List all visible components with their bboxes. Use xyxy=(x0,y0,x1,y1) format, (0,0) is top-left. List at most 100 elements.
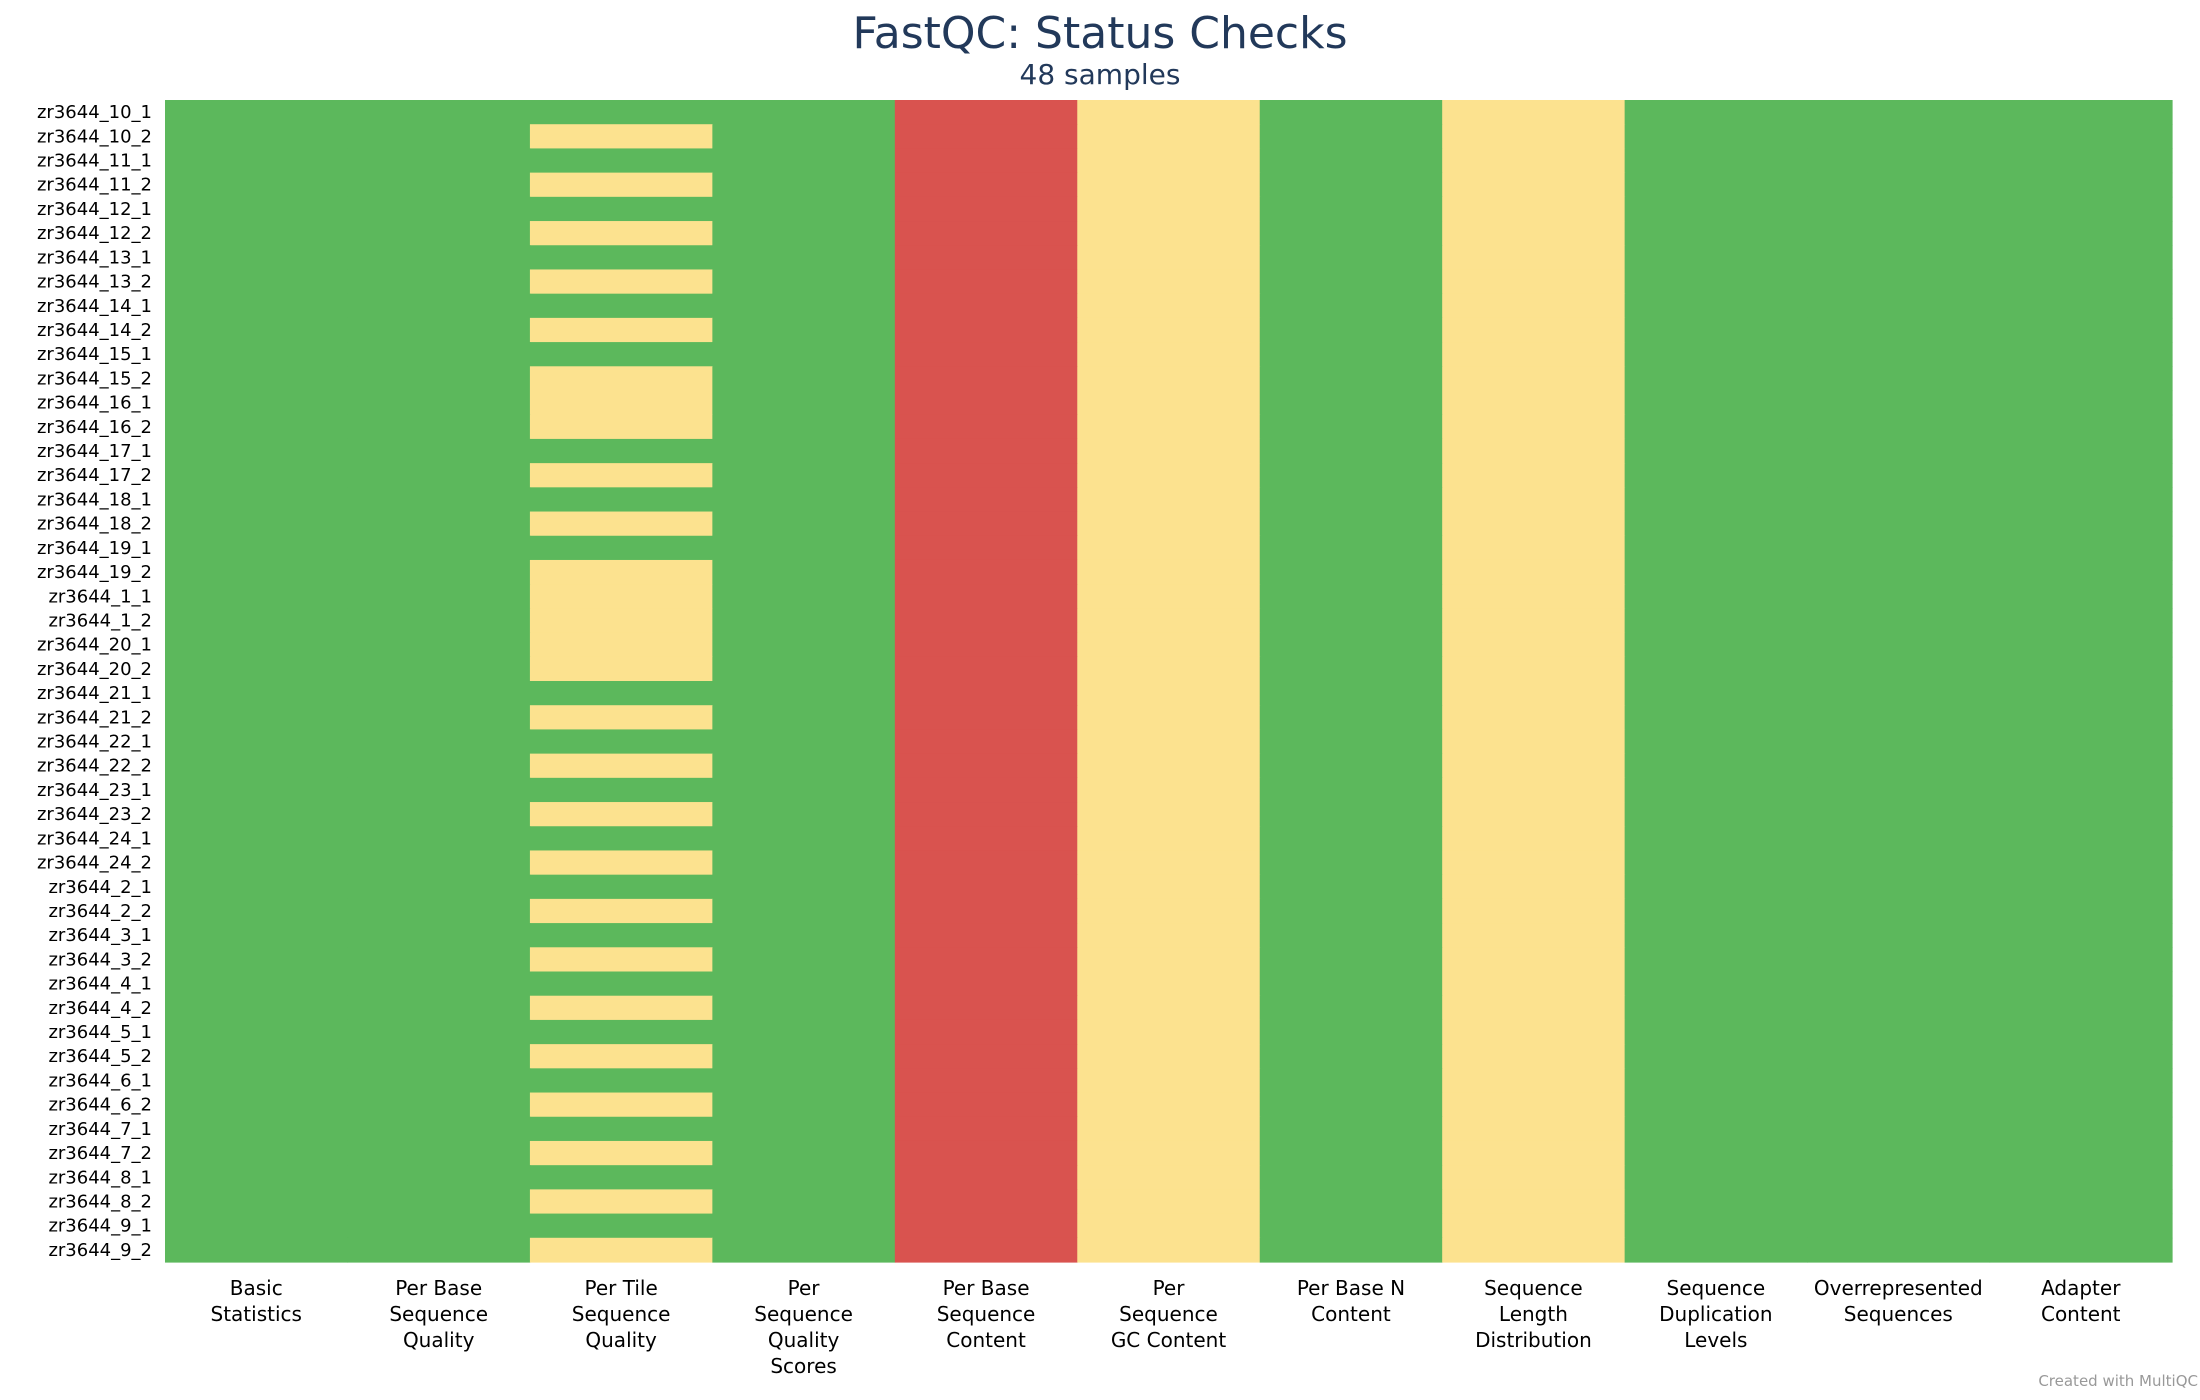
sample-label: zr3644_19_1 xyxy=(37,538,152,559)
heatmap-cell xyxy=(1442,317,1626,343)
heatmap-cell xyxy=(1807,995,1991,1021)
heatmap-cell xyxy=(1989,971,2173,997)
heatmap-cell xyxy=(529,1140,713,1166)
heatmap-cell xyxy=(1259,584,1443,609)
heatmap-cell xyxy=(529,148,713,174)
heatmap-cell xyxy=(712,947,896,973)
heatmap-cell xyxy=(1259,995,1443,1021)
sample-label: zr3644_8_2 xyxy=(48,1191,152,1212)
heatmap-cell xyxy=(1077,245,1261,271)
heatmap-cell xyxy=(1442,366,1626,392)
heatmap-cell xyxy=(1077,1044,1261,1069)
heatmap-cell xyxy=(529,1165,713,1190)
heatmap-cell xyxy=(529,923,713,948)
heatmap-cell xyxy=(529,850,713,876)
heatmap-cell xyxy=(1624,826,1808,852)
heatmap-cell xyxy=(1624,1068,1808,1094)
heatmap-cell xyxy=(1077,293,1261,319)
heatmap-cell xyxy=(529,1116,713,1142)
heatmap-cell xyxy=(1989,584,2173,609)
heatmap-cell xyxy=(712,100,896,125)
heatmap-cell xyxy=(1259,487,1443,513)
heatmap-cell xyxy=(1624,463,1808,488)
heatmap-cell xyxy=(165,511,349,537)
heatmap-cell xyxy=(1624,172,1808,198)
heatmap-cell xyxy=(1442,705,1626,731)
heatmap-cell xyxy=(894,196,1078,222)
heatmap-cell xyxy=(1807,584,1991,609)
sample-label: zr3644_5_2 xyxy=(48,1046,152,1067)
heatmap-cell xyxy=(712,438,896,464)
heatmap-cell xyxy=(1807,681,1991,706)
heatmap-cell xyxy=(1624,269,1808,295)
heatmap-cell xyxy=(529,971,713,997)
heatmap-cell xyxy=(1077,317,1261,343)
heatmap-cell xyxy=(894,681,1078,706)
heatmap-cell xyxy=(1259,366,1443,392)
heatmap-cell xyxy=(529,1189,713,1215)
heatmap-cell xyxy=(1442,487,1626,513)
heatmap-cell xyxy=(1077,826,1261,852)
heatmap-cell xyxy=(165,656,349,682)
sample-label: zr3644_11_2 xyxy=(37,175,152,196)
heatmap-cell xyxy=(894,535,1078,561)
heatmap-cell xyxy=(1442,850,1626,876)
heatmap-cell xyxy=(1989,1140,2173,1166)
heatmap-cell xyxy=(347,1213,531,1239)
sample-label: zr3644_24_2 xyxy=(37,853,152,874)
heatmap-cell xyxy=(1259,172,1443,198)
heatmap-cell xyxy=(1989,656,2173,682)
heatmap-cell xyxy=(165,705,349,731)
sample-label: zr3644_15_1 xyxy=(37,344,152,365)
heatmap-cell xyxy=(1807,221,1991,246)
sample-label: zr3644_2_2 xyxy=(48,901,152,922)
heatmap-cell xyxy=(894,221,1078,246)
heatmap-cell xyxy=(894,438,1078,464)
heatmap-cell xyxy=(1259,124,1443,150)
heatmap-cell xyxy=(1624,802,1808,827)
heatmap-cell xyxy=(165,1068,349,1094)
heatmap-cell xyxy=(347,971,531,997)
heatmap-cell xyxy=(165,898,349,924)
heatmap-cell xyxy=(1077,438,1261,464)
heatmap-cell xyxy=(1624,438,1808,464)
heatmap-cell xyxy=(529,1092,713,1118)
heatmap-cell xyxy=(1624,1044,1808,1069)
heatmap-cell xyxy=(1624,511,1808,537)
heatmap-cell xyxy=(712,342,896,367)
heatmap-cell xyxy=(347,511,531,537)
heatmap-cell xyxy=(165,584,349,609)
sample-label: zr3644_8_1 xyxy=(48,1167,152,1188)
heatmap-cell xyxy=(347,1044,531,1069)
heatmap-cell xyxy=(1259,221,1443,246)
heatmap-cell xyxy=(165,148,349,174)
heatmap-cell xyxy=(712,1116,896,1142)
heatmap-cell xyxy=(1442,971,1626,997)
heatmap-cell xyxy=(1989,826,2173,852)
heatmap-cell xyxy=(1077,608,1261,634)
column-label: Overrepresented Sequences xyxy=(1814,1276,1983,1326)
heatmap-cell xyxy=(712,414,896,440)
heatmap-cell xyxy=(1077,802,1261,827)
heatmap-cell xyxy=(1624,874,1808,900)
heatmap-cell xyxy=(1989,753,2173,779)
heatmap-cell xyxy=(712,148,896,174)
sample-label: zr3644_19_2 xyxy=(37,562,152,583)
heatmap-cell xyxy=(1077,874,1261,900)
heatmap-cell xyxy=(165,317,349,343)
sample-label: zr3644_20_1 xyxy=(37,635,152,656)
heatmap-cell xyxy=(529,898,713,924)
heatmap-cell xyxy=(1442,1092,1626,1118)
heatmap-cell xyxy=(1077,269,1261,295)
heatmap-cell xyxy=(1259,681,1443,706)
heatmap-cell xyxy=(1442,124,1626,150)
heatmap-cell xyxy=(1259,826,1443,852)
heatmap-cell xyxy=(1807,100,1991,125)
heatmap-cell xyxy=(712,826,896,852)
heatmap-cell xyxy=(1077,172,1261,198)
sample-label: zr3644_22_2 xyxy=(37,756,152,777)
heatmap-cell xyxy=(1989,777,2173,803)
heatmap-cell xyxy=(712,269,896,295)
sample-label: zr3644_23_1 xyxy=(37,780,152,801)
heatmap-cell xyxy=(529,874,713,900)
